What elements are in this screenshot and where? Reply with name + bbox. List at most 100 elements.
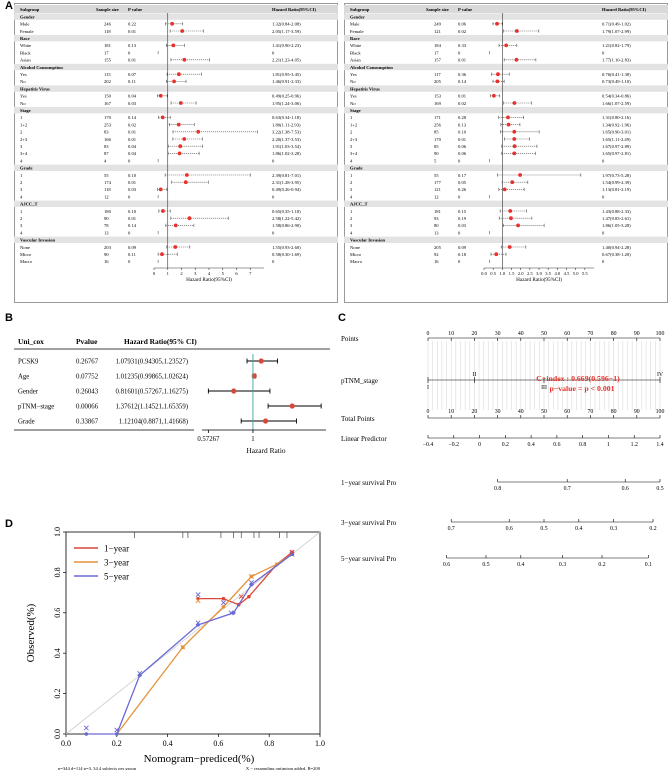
subgroup-label: 2+3 [350, 137, 358, 142]
subgroup-label: 1 [20, 209, 23, 214]
total-tick-label: 40 [518, 409, 524, 415]
series-point [221, 604, 226, 609]
hazard-ratio-text: 0.76(0.41-1.38) [602, 72, 631, 77]
hazard-ratio-text: 0.71(0.49-1.02) [602, 22, 631, 27]
hr-point [507, 245, 512, 249]
p-value: 0.22 [128, 22, 137, 27]
sample-size: 80 [434, 223, 439, 228]
hazard-ratio-text: 1.86(1.05-3.28) [602, 223, 631, 228]
hazard-ratio-text: 0 [602, 194, 605, 199]
hr-point [177, 151, 182, 156]
subgroup-label: No [350, 79, 356, 84]
panel-a-left-frame [14, 3, 338, 303]
header-p-value: P value [458, 7, 472, 12]
p-value: 0.19 [458, 216, 467, 221]
hazard-ratio-text: 1.79(1.07-2.99) [602, 29, 631, 34]
subgroup-label: 1+2 [20, 122, 28, 127]
p-value: 0 [458, 194, 461, 199]
hr-point [504, 43, 509, 48]
group-label: Alcohol Consumption [20, 65, 63, 70]
hazard-ratio-text: 1.65(0.97-2.81) [602, 151, 631, 156]
header-sample-size: Sample size [426, 7, 449, 12]
group-band [14, 35, 338, 42]
p-value: 0.00066 [76, 404, 99, 411]
p-value: 0.28 [458, 115, 467, 120]
hazard-ratio-text: 1.55(0.93-2.60) [272, 245, 301, 250]
y-tick-label: 1.0 [53, 527, 62, 537]
total-tick-label: 60 [564, 409, 570, 415]
hazard-ratio-text: 2.20(1.37-3.53) [272, 137, 301, 142]
p-value: 0.26767 [76, 359, 99, 366]
sample-size: 180 [104, 209, 112, 214]
group-label: Hepatitis Virus [350, 86, 380, 91]
sample-size: 181 [104, 43, 112, 48]
group-band [14, 85, 338, 92]
series-line [116, 553, 293, 735]
optimism-marker [238, 594, 244, 600]
surv5-tick-label: 0.3 [559, 562, 566, 568]
x-tick-label: 4.5 [564, 271, 570, 276]
x-tick-label: 1 [251, 436, 254, 443]
hr-point [262, 418, 269, 424]
surv3-tick-label: 0.4 [575, 526, 582, 532]
hr-point [170, 21, 175, 26]
stage-label: I [427, 385, 429, 391]
p-value: 0 [458, 259, 461, 264]
surv3-tick-label: 0.3 [610, 526, 617, 532]
sample-size: 78 [104, 223, 109, 228]
hazard-ratio-text: 0 [272, 158, 275, 163]
hazard-ratio-text: 1.80(1.11-2.93) [272, 122, 301, 127]
hazard-ratio-text: 1.01235(0.99865,1.02624) [116, 374, 189, 381]
x-tick-label: 5 [222, 271, 225, 276]
p-value: 0.06 [458, 22, 467, 27]
sample-size: 12 [104, 194, 109, 199]
points-tick-label: 30 [495, 331, 501, 337]
subgroup-label: 2 [350, 130, 353, 135]
hr-point [231, 388, 237, 394]
hazard-ratio-text: 0 [272, 50, 275, 55]
subgroup-label: 1 [350, 209, 353, 214]
y-tick-label: 0.4 [53, 648, 62, 658]
group-band [344, 63, 668, 71]
sample-size: 155 [104, 58, 112, 63]
sample-size: 115 [104, 72, 111, 77]
lp-tick-label: 0 [478, 442, 481, 448]
subgroup-label: 3 [20, 144, 23, 149]
subgroup-label: 1 [20, 115, 23, 120]
hazard-ratio-text: 0 [602, 230, 605, 235]
sample-size: 174 [104, 180, 112, 185]
sample-size: 150 [104, 94, 112, 99]
unicox-forest-table: Uni_cox Pvalue Hazard Ratio(95% CI) PCSK9 0.… [14, 337, 330, 455]
optimism-marker [114, 727, 120, 733]
hr-point [158, 93, 163, 98]
x-tick-label: 6 [235, 271, 238, 276]
p-value: 0.15 [458, 209, 467, 214]
hazard-ratio-text: 1.46(0.91-2.33) [272, 79, 301, 84]
group-band [14, 164, 338, 171]
hazard-ratio-text: 0.58(0.30-1.69) [272, 252, 301, 257]
hazard-ratio-text: 1.47(0.83-2.61) [602, 216, 631, 221]
optimism-marker [289, 551, 295, 557]
hr-point [173, 223, 178, 228]
optimism-marker [137, 670, 143, 676]
p-value: 0.09 [458, 245, 467, 250]
sample-size: 83 [104, 144, 109, 149]
group-label: Grade [20, 166, 33, 171]
hazard-ratio-text: 1.21(0.82-1.79) [602, 43, 631, 48]
surv3-tick-label: 0.6 [506, 526, 513, 532]
p-value: 0.33 [458, 43, 467, 48]
p-value-annotation: p−value = p < 0.001 [549, 384, 614, 393]
sample-size: 167 [104, 101, 112, 106]
total-tick-label: 90 [634, 409, 640, 415]
sample-size: 90 [104, 252, 109, 257]
group-label: AJCC_T [350, 202, 368, 207]
group-label: Vascular Invasion [20, 238, 56, 243]
sample-size: 90 [434, 151, 439, 156]
lp-tick-label: 1.2 [631, 442, 638, 448]
x-tick-label: 3 [194, 271, 197, 276]
hazard-ratio-text: 0.73(0.49-1.10) [602, 79, 631, 84]
optimism-marker [220, 600, 226, 606]
subgroup-label: 2 [20, 180, 23, 185]
hr-point [512, 151, 517, 156]
hazard-ratio-text: 0.65(0.35-1.18) [272, 209, 301, 214]
